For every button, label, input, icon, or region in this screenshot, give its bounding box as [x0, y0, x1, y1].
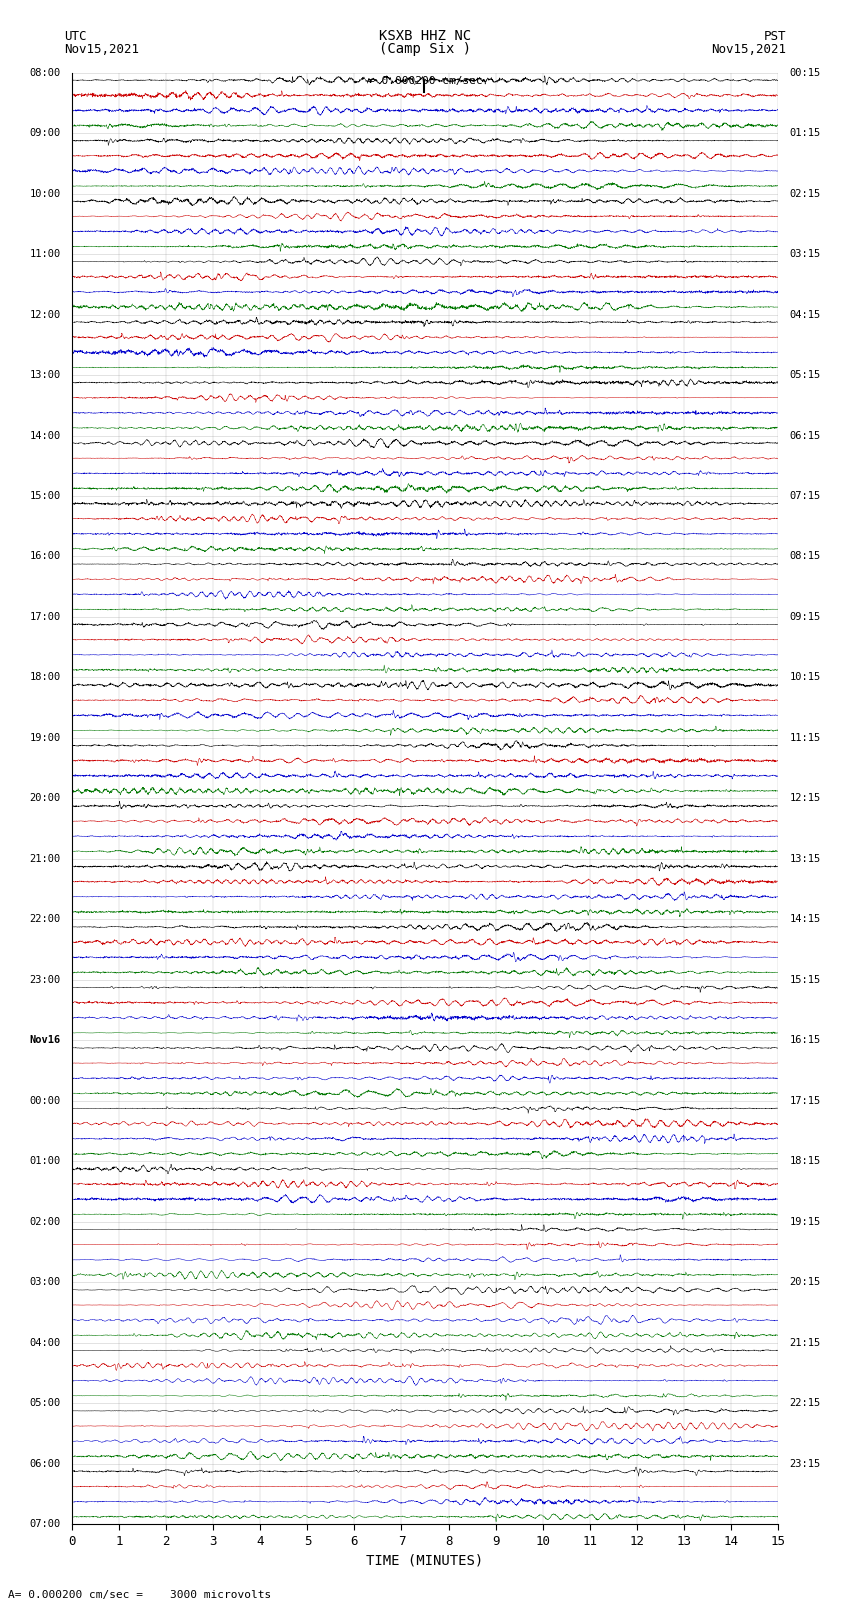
Text: 18:00: 18:00 [29, 673, 60, 682]
Text: 14:15: 14:15 [790, 915, 821, 924]
Text: A= 0.000200 cm/sec =    3000 microvolts: A= 0.000200 cm/sec = 3000 microvolts [8, 1590, 272, 1600]
Text: 22:00: 22:00 [29, 915, 60, 924]
Text: 13:15: 13:15 [790, 853, 821, 865]
Text: 14:00: 14:00 [29, 431, 60, 440]
Text: Nov15,2021: Nov15,2021 [711, 44, 786, 56]
Text: PST: PST [764, 29, 786, 44]
Text: 20:15: 20:15 [790, 1277, 821, 1287]
Text: 04:15: 04:15 [790, 310, 821, 319]
Text: = 0.000200 cm/sec: = 0.000200 cm/sec [367, 76, 483, 85]
Text: 17:00: 17:00 [29, 611, 60, 623]
Text: 22:15: 22:15 [790, 1398, 821, 1408]
Text: 09:15: 09:15 [790, 611, 821, 623]
Text: 07:15: 07:15 [790, 490, 821, 502]
Text: 02:15: 02:15 [790, 189, 821, 198]
Text: 23:15: 23:15 [790, 1458, 821, 1469]
Text: 11:15: 11:15 [790, 732, 821, 744]
Text: 05:00: 05:00 [29, 1398, 60, 1408]
Text: 15:00: 15:00 [29, 490, 60, 502]
Text: (Camp Six ): (Camp Six ) [379, 42, 471, 56]
Text: 21:15: 21:15 [790, 1337, 821, 1348]
Text: Nov15,2021: Nov15,2021 [64, 44, 139, 56]
Text: 19:15: 19:15 [790, 1216, 821, 1227]
Text: 20:00: 20:00 [29, 794, 60, 803]
Text: 09:00: 09:00 [29, 127, 60, 139]
Text: 03:00: 03:00 [29, 1277, 60, 1287]
Text: UTC: UTC [64, 29, 86, 44]
Text: Nov16: Nov16 [29, 1036, 60, 1045]
Text: 02:00: 02:00 [29, 1216, 60, 1227]
Text: 05:15: 05:15 [790, 369, 821, 381]
Text: 18:15: 18:15 [790, 1157, 821, 1166]
Text: 12:15: 12:15 [790, 794, 821, 803]
Text: 00:15: 00:15 [790, 68, 821, 77]
Text: 16:15: 16:15 [790, 1036, 821, 1045]
Text: 19:00: 19:00 [29, 732, 60, 744]
Text: 01:00: 01:00 [29, 1157, 60, 1166]
Text: 08:00: 08:00 [29, 68, 60, 77]
Text: 06:00: 06:00 [29, 1458, 60, 1469]
Text: 00:00: 00:00 [29, 1095, 60, 1107]
Text: 06:15: 06:15 [790, 431, 821, 440]
Text: KSXB HHZ NC: KSXB HHZ NC [379, 29, 471, 44]
Text: 15:15: 15:15 [790, 974, 821, 986]
Text: 12:00: 12:00 [29, 310, 60, 319]
Text: 01:15: 01:15 [790, 127, 821, 139]
Text: 10:00: 10:00 [29, 189, 60, 198]
Text: 08:15: 08:15 [790, 552, 821, 561]
X-axis label: TIME (MINUTES): TIME (MINUTES) [366, 1553, 484, 1568]
Text: 03:15: 03:15 [790, 248, 821, 260]
Text: 17:15: 17:15 [790, 1095, 821, 1107]
Text: 11:00: 11:00 [29, 248, 60, 260]
Text: 23:00: 23:00 [29, 974, 60, 986]
Text: 04:00: 04:00 [29, 1337, 60, 1348]
Text: 07:00: 07:00 [29, 1519, 60, 1529]
Text: 21:00: 21:00 [29, 853, 60, 865]
Text: 13:00: 13:00 [29, 369, 60, 381]
Text: 16:00: 16:00 [29, 552, 60, 561]
Text: 10:15: 10:15 [790, 673, 821, 682]
